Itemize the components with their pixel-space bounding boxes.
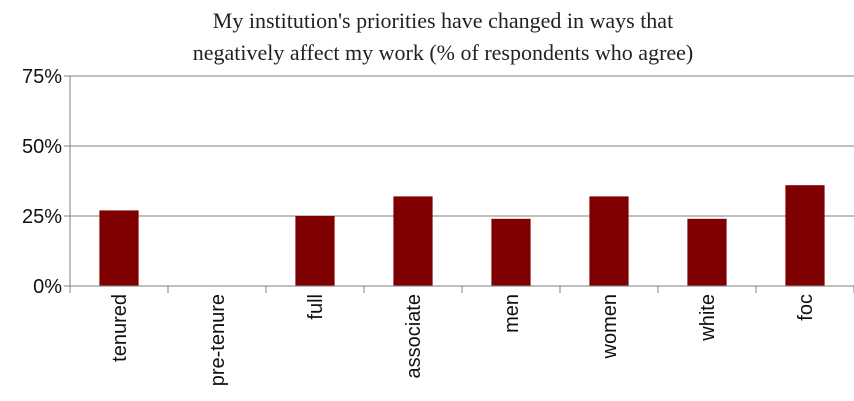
x-tick-label-women: women [599,294,621,359]
y-tick-label: 50% [22,136,62,158]
bars [99,185,825,286]
y-tick-label: 0% [33,276,62,298]
gridlines [70,75,854,217]
bar-white [687,218,727,286]
chart-title-line-1: My institution's priorities have changed… [213,8,673,33]
bar-tenured [99,210,139,286]
bar-women [589,196,629,286]
chart-title: My institution's priorities have changed… [193,8,694,65]
x-tick-label-full: full [305,294,327,320]
x-tick-label-white: white [697,294,719,342]
y-axis-tick-labels: 75% 50% 25% 0% [22,66,62,298]
bar-men [491,218,531,286]
bar-full [295,216,335,286]
x-tick-label-tenured: tenured [109,294,131,362]
x-tick-label-foc: foc [795,294,817,321]
bar-associate [393,196,433,286]
x-tick-label-pre-tenure: pre-tenure [207,294,229,386]
x-tick-label-associate: associate [403,294,425,379]
chart-title-line-2: negatively affect my work (% of responde… [193,40,694,65]
y-tick-label: 75% [22,66,62,88]
x-tick-label-men: men [501,294,523,333]
bar-foc [785,185,825,286]
axes [64,75,854,293]
x-axis-tick-labels: tenured pre-tenure full associate men women wh… [109,294,817,386]
y-tick-label: 25% [22,206,62,228]
